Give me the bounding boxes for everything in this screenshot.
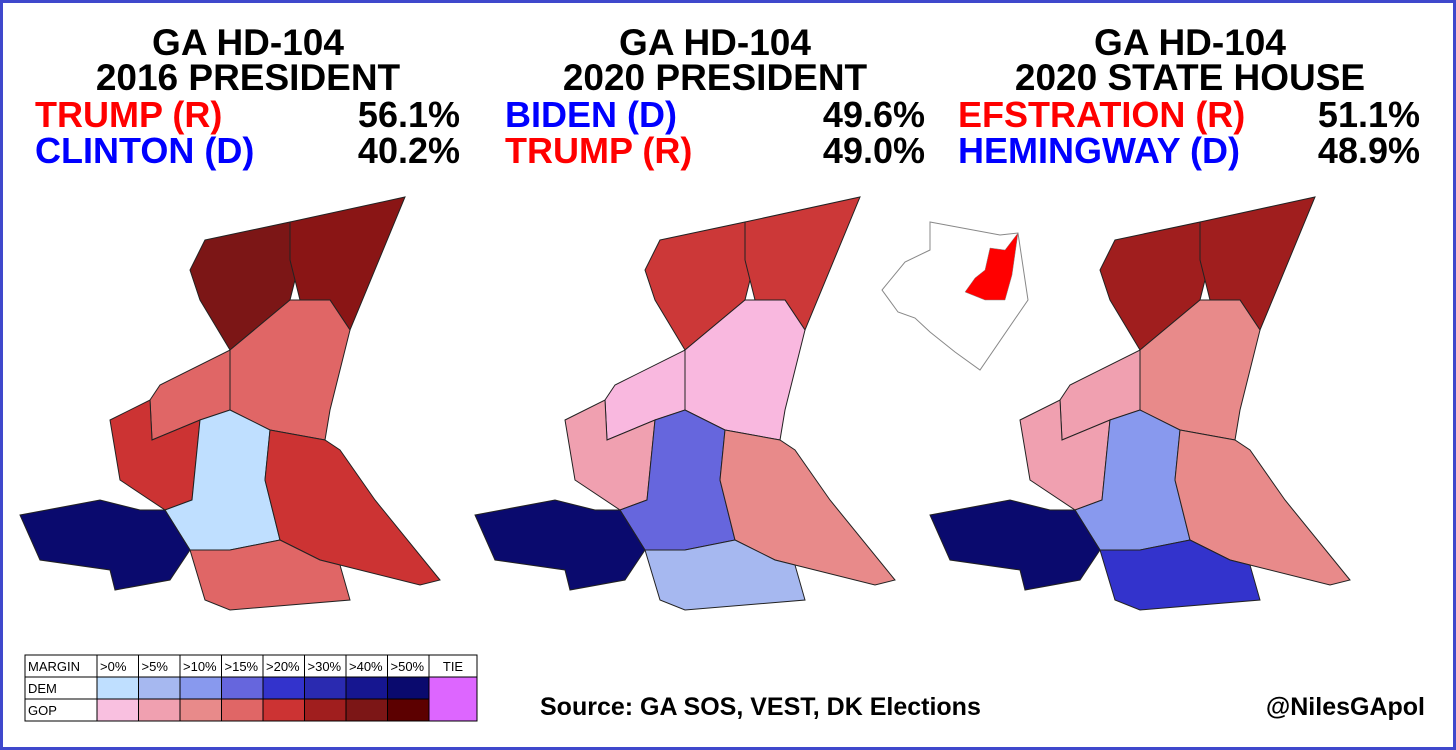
legend-header: >30%: [308, 659, 342, 674]
candidate-pct: 48.9%: [1318, 130, 1420, 171]
legend-header: TIE: [443, 659, 464, 674]
legend-header: >50%: [391, 659, 425, 674]
candidate-pct: 49.0%: [823, 130, 925, 171]
legend-swatch: [221, 676, 264, 700]
legend-swatch: [179, 698, 222, 722]
precinct: [719, 429, 896, 586]
panel-title: GA HD-104: [619, 22, 811, 63]
legend-swatch: [96, 698, 139, 722]
panel-subtitle: 2020 PRESIDENT: [563, 57, 868, 98]
legend-swatch: [138, 676, 181, 700]
legend-swatch: [345, 676, 388, 700]
panel-title: GA HD-104: [152, 22, 344, 63]
precinct: [644, 539, 806, 611]
legend-tie: [428, 676, 478, 722]
legend-swatch: [304, 676, 347, 700]
legend-swatch: [221, 698, 264, 722]
legend-swatch: [138, 698, 181, 722]
precinct: [189, 539, 351, 611]
precinct: [264, 429, 441, 586]
precinct: [929, 499, 1101, 591]
legend-swatch: [387, 698, 430, 722]
precinct: [474, 499, 646, 591]
panel-subtitle: 2016 PRESIDENT: [96, 57, 401, 98]
candidate-pct: 56.1%: [358, 94, 460, 135]
legend-header: >40%: [349, 659, 383, 674]
legend-header: >0%: [100, 659, 127, 674]
candidate-pct: 40.2%: [358, 130, 460, 171]
candidate-name: HEMINGWAY (D): [958, 130, 1240, 171]
legend-header: >5%: [142, 659, 169, 674]
legend-row-label: GOP: [28, 703, 57, 718]
candidate-name: BIDEN (D): [505, 94, 677, 135]
legend-header: >20%: [266, 659, 300, 674]
precinct-map: [929, 196, 1351, 611]
candidate-pct: 51.1%: [1318, 94, 1420, 135]
precinct-map: [19, 196, 441, 611]
legend-swatch: [304, 698, 347, 722]
legend-header: >15%: [225, 659, 259, 674]
locator-inset: [881, 221, 1029, 371]
legend-row-label: DEM: [28, 681, 57, 696]
legend-swatch: [96, 676, 139, 700]
candidate-pct: 49.6%: [823, 94, 925, 135]
precinct-map: [474, 196, 896, 611]
precinct: [19, 499, 191, 591]
handle: @NilesGApol: [1266, 693, 1425, 721]
precinct: [1099, 539, 1261, 611]
legend-swatch: [387, 676, 430, 700]
legend-swatch: [345, 698, 388, 722]
legend-header: >10%: [183, 659, 217, 674]
legend-swatch: [262, 698, 305, 722]
precinct: [1174, 429, 1351, 586]
candidate-name: CLINTON (D): [35, 130, 254, 171]
legend-swatch: [179, 676, 222, 700]
candidate-name: EFSTRATION (R): [958, 94, 1245, 135]
legend-swatch: [262, 676, 305, 700]
source: Source: GA SOS, VEST, DK Elections: [540, 693, 981, 721]
panel-title: GA HD-104: [1094, 22, 1286, 63]
candidate-name: TRUMP (R): [505, 130, 692, 171]
panel-subtitle: 2020 STATE HOUSE: [1015, 57, 1365, 98]
legend-header: MARGIN: [28, 659, 80, 674]
candidate-name: TRUMP (R): [35, 94, 222, 135]
